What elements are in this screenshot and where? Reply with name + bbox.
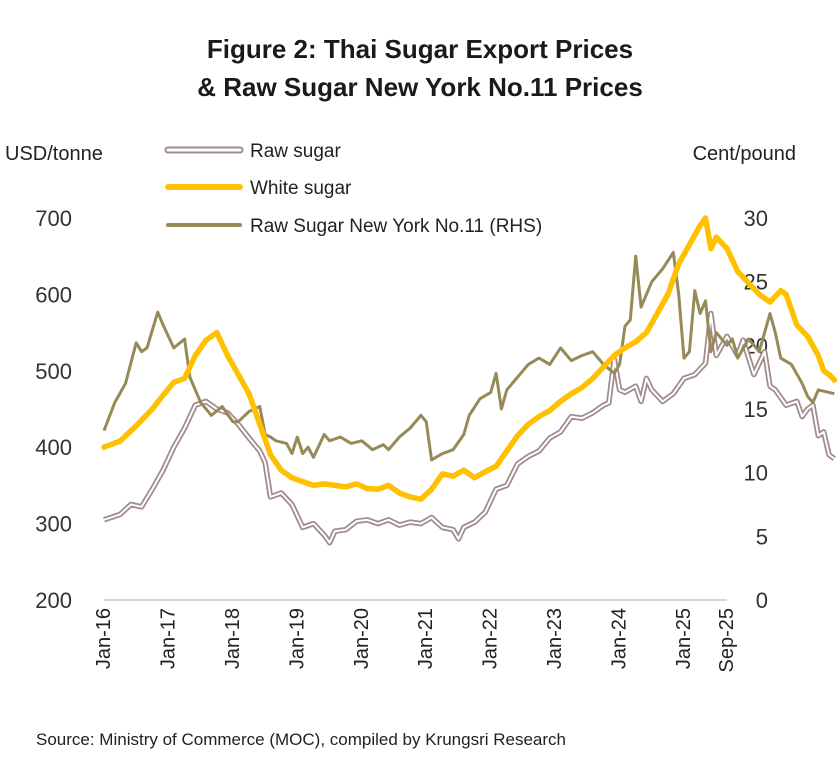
left-tick-label-0: 200 [35, 588, 72, 613]
chart-title-line1: Figure 2: Thai Sugar Export Prices [207, 34, 633, 64]
left-tick-label-1: 300 [35, 512, 72, 537]
series-line-raw-sugar [103, 310, 837, 546]
right-tick-label-2: 10 [744, 461, 768, 486]
x-tick-label-1: Jan-17 [157, 608, 179, 669]
right-tick-label-6: 30 [744, 206, 768, 231]
x-tick-label-10: Sep-25 [716, 608, 738, 673]
chart-title-line2: & Raw Sugar New York No.11 Prices [197, 72, 643, 102]
right-axis-unit: Cent/pound [693, 143, 796, 165]
legend-entry-raw-sugar-ny11: Raw Sugar New York No.11 (RHS) [166, 216, 542, 237]
left-axis-unit: USD/tonne [5, 143, 103, 165]
x-tick-label-4: Jan-20 [351, 608, 373, 669]
left-tick-label-3: 500 [35, 359, 72, 384]
right-tick-label-1: 5 [756, 524, 768, 549]
x-tick-label-7: Jan-23 [544, 608, 566, 669]
series-line-raw-sugar-new-york-no-11-rhs [102, 250, 835, 462]
right-tick-label-0: 0 [756, 588, 768, 613]
left-tick-label-5: 700 [35, 206, 72, 231]
legend-label-raw-sugar-ny11: Raw Sugar New York No.11 (RHS) [250, 216, 542, 237]
x-tick-label-2: Jan-18 [222, 608, 244, 669]
source-note: Source: Ministry of Commerce (MOC), comp… [36, 730, 566, 749]
plot-area [101, 215, 838, 546]
x-axis-ticks: Jan-16 Jan-17 Jan-18 Jan-19 Jan-20 Jan-21 Jan-… [93, 608, 738, 673]
x-tick-label-6: Jan-22 [480, 608, 502, 669]
x-tick-label-8: Jan-24 [609, 608, 631, 669]
legend-entry-raw-sugar: Raw sugar [164, 141, 341, 162]
x-tick-label-0: Jan-16 [93, 608, 115, 669]
left-tick-label-4: 600 [35, 282, 72, 307]
x-tick-label-3: Jan-19 [286, 608, 308, 669]
left-axis-ticks: 200 300 400 500 600 700 [35, 206, 72, 613]
series-line-raw-sugar-inner [103, 312, 835, 544]
right-tick-label-3: 15 [744, 397, 768, 422]
left-tick-label-2: 400 [35, 435, 72, 460]
x-tick-label-9: Jan-25 [673, 608, 695, 669]
legend-label-raw-sugar: Raw sugar [250, 141, 341, 162]
legend-label-white-sugar: White sugar [250, 178, 352, 199]
x-tick-label-5: Jan-21 [415, 608, 437, 669]
series-line-white-sugar [101, 215, 838, 502]
legend: Raw sugar White sugar Raw Sugar New York… [164, 141, 542, 237]
legend-entry-white-sugar: White sugar [165, 178, 352, 199]
